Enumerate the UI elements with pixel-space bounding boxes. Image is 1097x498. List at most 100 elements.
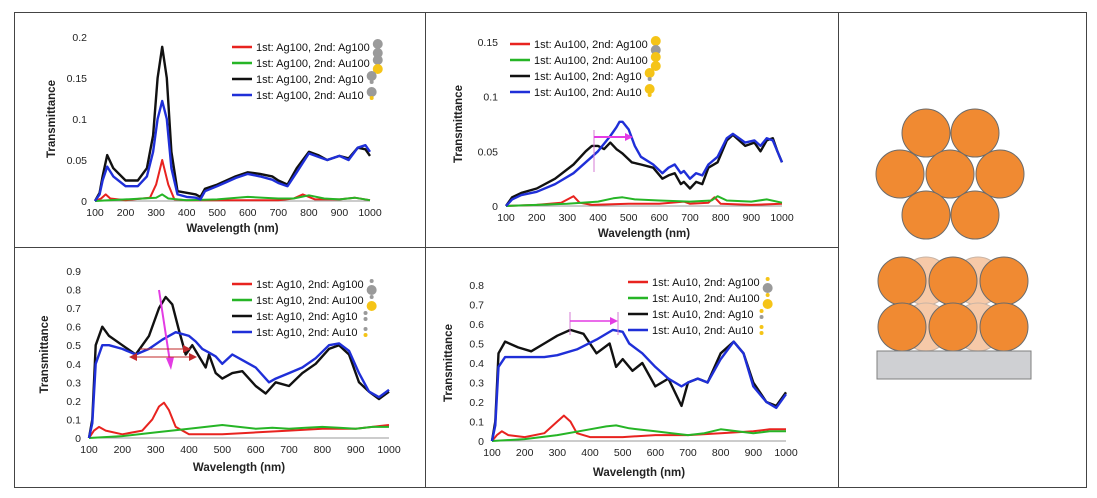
particle-icon-first (363, 311, 368, 315)
x-axis-title: Wavelength (nm) (186, 223, 278, 235)
legend-label: 1st: Au10, 2nd: Ag10 (652, 309, 754, 321)
particle-icon-second (363, 333, 368, 337)
y-axis-title: Transmittance (453, 85, 465, 163)
series-line (88, 424, 389, 439)
x-tick-label: 200 (528, 212, 546, 224)
particle (925, 149, 975, 199)
top-close-packed-layer (875, 108, 1025, 240)
chart-ag10: 0 0.1 0.2 0.3 0.4 0.5 0.6 0.7 0.8 0.9 100 200 300 400… (39, 266, 401, 474)
legend-icon (650, 52, 661, 71)
legend-icon (363, 311, 368, 321)
y-tick-label: 0.9 (66, 266, 81, 278)
x-tick-label: 900 (331, 207, 349, 219)
particle-icon-first (765, 293, 770, 297)
x-tick-label: 700 (270, 207, 288, 219)
y-tick-label: 0.3 (469, 378, 484, 390)
x-tick-label: 200 (114, 444, 132, 456)
particle-icon-second (762, 299, 773, 309)
legend-label: 1st: Au10, 2nd: Au100 (652, 293, 760, 305)
legend-label: 1st: Ag10, 2nd: Au10 (256, 327, 358, 339)
y-axis-title: Transmittance (46, 80, 58, 158)
x-tick-label: 300 (549, 447, 567, 459)
legend-label: 1st: Au100, 2nd: Au10 (534, 87, 642, 99)
x-tick-label: 300 (147, 207, 165, 219)
y-axis-title: Transmittance (443, 324, 455, 402)
y-tick-label: 0 (81, 196, 87, 208)
legend-label: 1st: Ag100, 2nd: Au100 (256, 58, 370, 70)
y-tick-label: 0.2 (66, 396, 81, 408)
legend-icon (363, 327, 368, 337)
particle-icon-first (759, 309, 764, 313)
particle (950, 190, 1000, 240)
y-tick-label: 0 (75, 433, 81, 445)
x-tick-label: 800 (712, 212, 730, 224)
x-tick-label: 600 (247, 444, 265, 456)
legend-label: 1st: Ag10, 2nd: Ag100 (256, 279, 364, 291)
series-line (505, 120, 784, 207)
series-line (505, 133, 784, 207)
particle-icon-second (650, 61, 661, 71)
legend-label: 1st: Ag100, 2nd: Ag100 (256, 42, 370, 54)
y-tick-label: 0.1 (72, 114, 87, 126)
x-axis-title: Wavelength (nm) (598, 228, 690, 240)
x-tick-label: 900 (745, 447, 763, 459)
legend-icon (759, 325, 764, 335)
shift-arrow-head (610, 317, 618, 325)
y-tick-label: 0.05 (67, 155, 88, 167)
particle-icon-second (759, 315, 764, 319)
y-tick-label: 0.4 (66, 359, 81, 371)
x-tick-label: 600 (647, 447, 665, 459)
chart-au10-annotations (569, 312, 619, 335)
y-tick-label: 0.4 (469, 358, 484, 370)
x-tick-label: 100 (86, 207, 104, 219)
particle-icon-first (759, 325, 764, 329)
y-tick-label: 0.1 (483, 92, 498, 104)
particle-icon-first (372, 39, 383, 49)
x-tick-label: 500 (208, 207, 226, 219)
x-tick-label: 600 (239, 207, 257, 219)
nanoparticle-schematic (875, 108, 1032, 380)
chart-au100: 0 0.05 0.1 0.15 100 200 300 400 500 600 700 800 900 1… (453, 36, 794, 240)
legend-label: 1st: Au100, 2nd: Ag10 (534, 71, 642, 83)
peak-arrow-red-right-head (189, 353, 197, 361)
x-tick-label: 700 (681, 212, 699, 224)
x-tick-label: 900 (743, 212, 761, 224)
legend-icon (372, 55, 383, 74)
x-axis-title: Wavelength (nm) (193, 462, 285, 474)
particle (928, 256, 978, 306)
particle-icon-first (650, 36, 661, 46)
x-tick-label: 1000 (774, 447, 798, 459)
particle-icon-first (644, 68, 655, 78)
legend-label: 1st: Ag10, 2nd: Ag10 (256, 311, 358, 323)
legend-icon (366, 87, 377, 100)
bottom-stacked-layers (877, 256, 1029, 352)
legend-icon (366, 71, 377, 84)
substrate (876, 350, 1032, 380)
chart-au100-annotations (593, 130, 633, 172)
x-tick-label: 300 (559, 212, 577, 224)
series-line (490, 328, 787, 442)
y-tick-label: 0.15 (67, 73, 88, 85)
particle-icon-second (369, 80, 374, 84)
series-line (505, 195, 783, 207)
chart-ag10-annotations (129, 289, 197, 370)
x-tick-label: 200 (117, 207, 135, 219)
y-tick-label: 0 (492, 201, 498, 213)
chart-ag100: 0 0.05 0.1 0.15 0.2 100 200 300 400 500 600 700 800 9… (46, 32, 383, 235)
legend-icon (372, 39, 383, 58)
legend-label: 1st: Ag100, 2nd: Ag10 (256, 74, 364, 86)
legend-label: 1st: Au10, 2nd: Ag100 (652, 277, 760, 289)
y-tick-label: 0.5 (469, 339, 484, 351)
x-tick-label: 500 (620, 212, 638, 224)
legend-label: 1st: Au100, 2nd: Au100 (534, 55, 648, 67)
series-line (94, 99, 371, 202)
particle-icon-second (372, 64, 383, 74)
particle-icon-first (644, 84, 655, 94)
x-tick-label: 400 (589, 212, 607, 224)
particle-icon-second (650, 45, 661, 55)
x-tick-label: 900 (347, 444, 365, 456)
y-tick-label: 0.6 (469, 319, 484, 331)
legend-icon (366, 279, 377, 295)
particle (875, 149, 925, 199)
